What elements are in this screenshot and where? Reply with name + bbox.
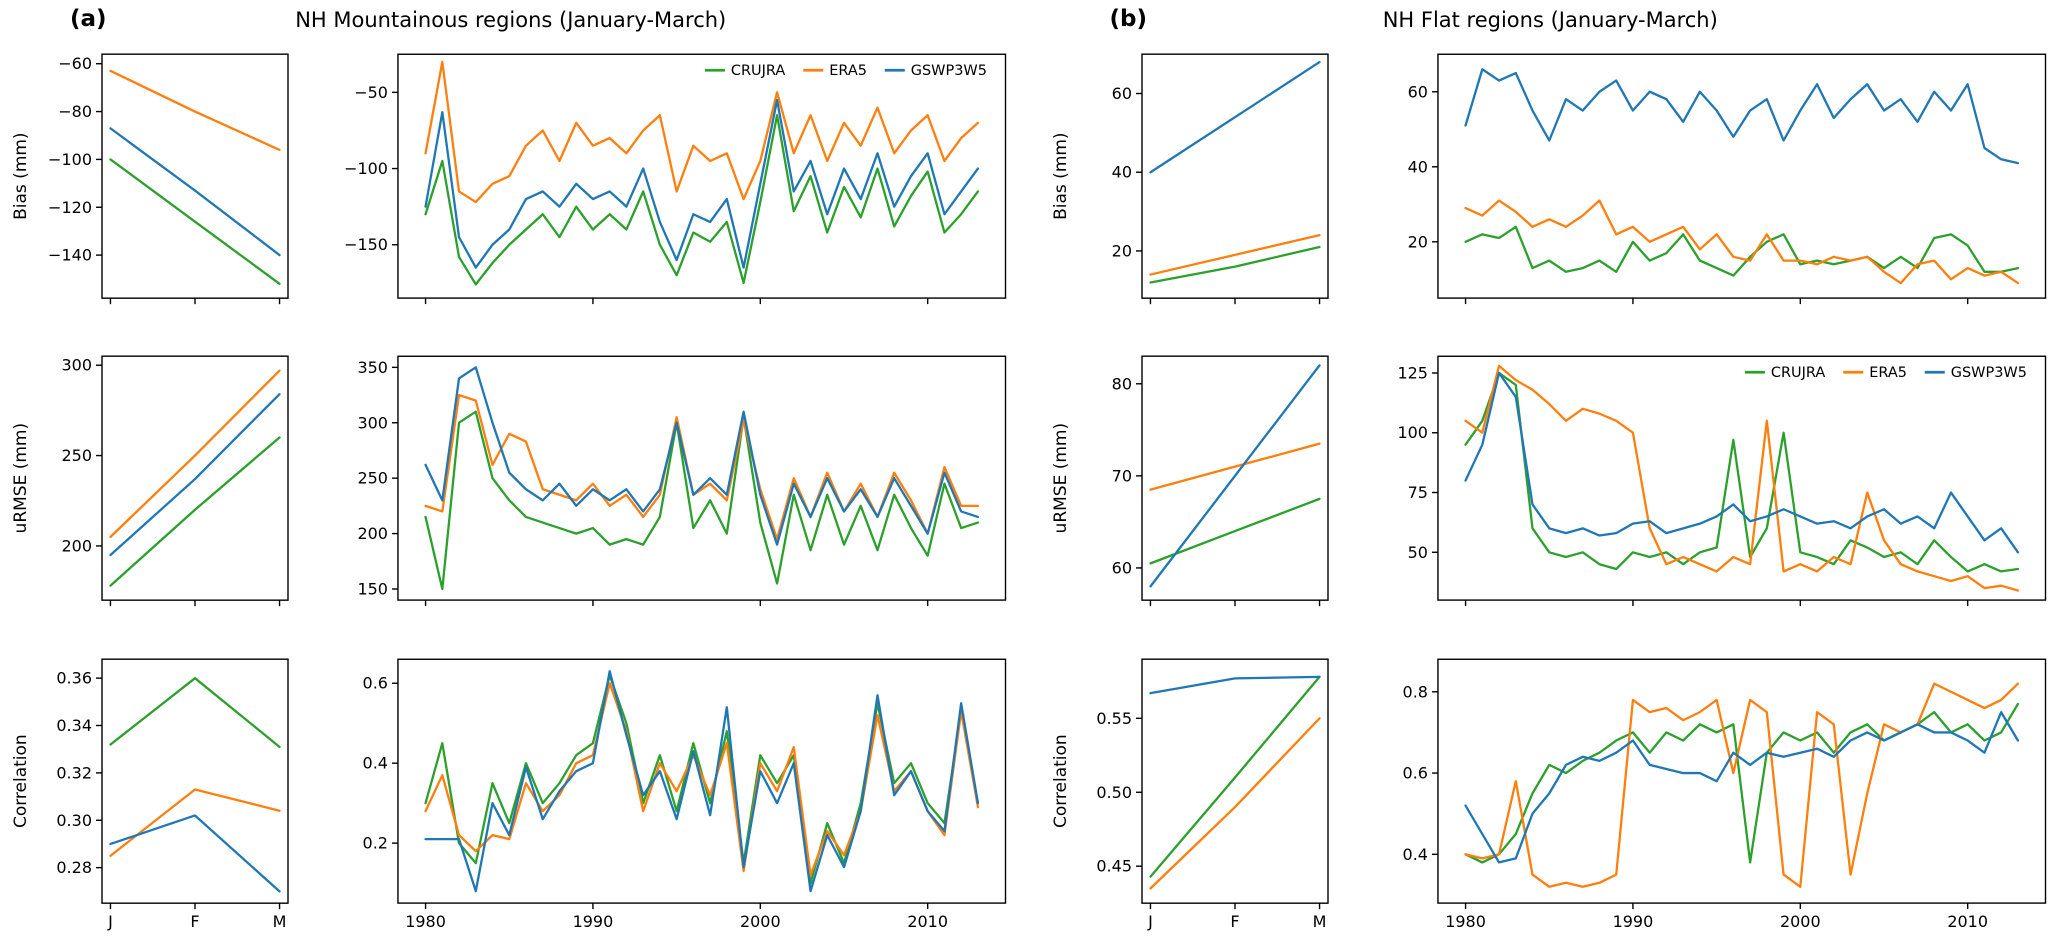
svg-text:GSWP3W5: GSWP3W5 [911,63,987,79]
chart-a-bias-timeseries: −150 −100 −50 CRUJRA ERA5 GSWP3W5 [334,44,1016,328]
panel-a-grid: −140 −120 −100 −80 −60 Bias (mm) −150 −100 −50 C… [6,44,1016,933]
chart-b-correlation-timeseries: 0.4 0.6 0.8 1980 1990 2000 2010 [1374,649,2056,933]
svg-text:20: 20 [1407,232,1427,251]
svg-text:ERA5: ERA5 [1869,366,1907,382]
svg-text:Correlation: Correlation [11,734,31,828]
svg-text:0.4: 0.4 [1402,844,1427,863]
svg-text:−100: −100 [48,150,92,169]
svg-text:2000: 2000 [740,912,781,931]
svg-text:0.32: 0.32 [56,763,92,782]
svg-text:Bias (mm): Bias (mm) [11,132,31,219]
panel-b-label: (b) [1109,6,1148,32]
svg-text:0.45: 0.45 [1096,856,1132,875]
svg-text:F: F [190,912,199,931]
panel-a-title: NH Mountainous regions (January-March) [295,8,727,32]
svg-text:20: 20 [1111,241,1131,260]
svg-text:0.2: 0.2 [363,833,388,852]
svg-text:60: 60 [1111,559,1131,578]
svg-text:−50: −50 [354,83,388,102]
svg-text:Bias (mm): Bias (mm) [1051,132,1071,219]
svg-text:2010: 2010 [907,912,948,931]
svg-text:0.36: 0.36 [56,668,92,687]
svg-text:Correlation: Correlation [1051,734,1071,828]
svg-text:J: J [1147,912,1153,931]
svg-text:−80: −80 [58,102,92,121]
svg-text:60: 60 [1407,82,1427,101]
svg-text:F: F [1230,912,1239,931]
chart-a-urmse-timeseries: 150 200 250 300 350 [334,346,1016,630]
svg-text:1990: 1990 [573,912,614,931]
svg-text:1980: 1980 [1445,912,1486,931]
svg-text:40: 40 [1111,163,1131,182]
svg-text:CRUJRA: CRUJRA [731,63,785,79]
svg-text:150: 150 [357,580,387,599]
svg-text:−60: −60 [58,54,92,73]
svg-text:1980: 1980 [405,912,446,931]
svg-text:0.50: 0.50 [1096,782,1132,801]
svg-text:300: 300 [61,356,92,375]
chart-b-bias-timeseries: 20 40 60 [1374,44,2056,328]
svg-text:GSWP3W5: GSWP3W5 [1950,366,2026,382]
chart-a-correlation-timeseries: 0.2 0.4 0.6 1980 1990 2000 2010 [334,649,1016,933]
svg-text:250: 250 [61,446,92,465]
svg-text:100: 100 [1397,424,1427,443]
svg-text:75: 75 [1407,483,1427,502]
svg-text:50: 50 [1407,543,1427,562]
svg-text:CRUJRA: CRUJRA [1770,366,1824,382]
panel-b-title: NH Flat regions (January-March) [1382,8,1718,32]
svg-text:80: 80 [1111,375,1131,394]
chart-b-urmse-monthly: 60 70 80 uRMSE (mm) [1046,346,1338,630]
svg-text:ERA5: ERA5 [829,63,867,79]
svg-text:200: 200 [357,524,387,543]
svg-text:M: M [273,912,287,931]
svg-text:200: 200 [61,537,92,556]
svg-text:0.6: 0.6 [363,673,388,692]
svg-text:uRMSE (mm): uRMSE (mm) [1051,423,1071,534]
panel-b-grid: 20 40 60 Bias (mm) 20 40 60 60 70 80 uRMSE (mm) … [1046,44,2056,933]
svg-text:0.4: 0.4 [363,753,388,772]
svg-text:−140: −140 [48,246,92,265]
svg-text:J: J [107,912,113,931]
panel-b-header: (b) NH Flat regions (January-March) [1046,6,2056,44]
svg-text:40: 40 [1407,157,1427,176]
svg-text:350: 350 [357,358,387,377]
svg-text:250: 250 [357,469,387,488]
panel-a-label: (a) [70,6,107,32]
svg-text:−100: −100 [344,159,388,178]
svg-text:70: 70 [1111,467,1131,486]
panel-b: (b) NH Flat regions (January-March) 20 40… [1046,6,2056,933]
panel-a: (a) NH Mountainous regions (January-Marc… [6,6,1016,933]
chart-b-urmse-timeseries: 50 75 100 125 CRUJRA ERA5 GSWP3W5 [1374,346,2056,630]
svg-text:1990: 1990 [1612,912,1653,931]
svg-text:0.6: 0.6 [1402,763,1427,782]
chart-b-correlation-monthly: 0.45 0.50 0.55 J F M Correlation [1046,649,1338,933]
svg-text:300: 300 [357,414,387,433]
svg-text:0.55: 0.55 [1096,708,1132,727]
chart-a-urmse-monthly: 200 250 300 uRMSE (mm) [6,346,298,630]
svg-text:0.28: 0.28 [56,858,92,877]
svg-text:−150: −150 [344,235,388,254]
svg-text:0.8: 0.8 [1402,682,1427,701]
svg-text:−120: −120 [48,198,92,217]
svg-text:2000: 2000 [1779,912,1820,931]
svg-text:2010: 2010 [1947,912,1988,931]
svg-text:0.34: 0.34 [56,716,92,735]
svg-text:0.30: 0.30 [56,810,92,829]
chart-b-bias-monthly: 20 40 60 Bias (mm) [1046,44,1338,328]
chart-a-bias-monthly: −140 −120 −100 −80 −60 Bias (mm) [6,44,298,328]
svg-text:uRMSE (mm): uRMSE (mm) [11,423,31,534]
svg-text:60: 60 [1111,84,1131,103]
svg-text:125: 125 [1397,364,1427,383]
chart-a-correlation-monthly: 0.28 0.30 0.32 0.34 0.36 J F M Correlation [6,649,298,933]
svg-text:M: M [1312,912,1326,931]
panel-a-header: (a) NH Mountainous regions (January-Marc… [6,6,1016,44]
